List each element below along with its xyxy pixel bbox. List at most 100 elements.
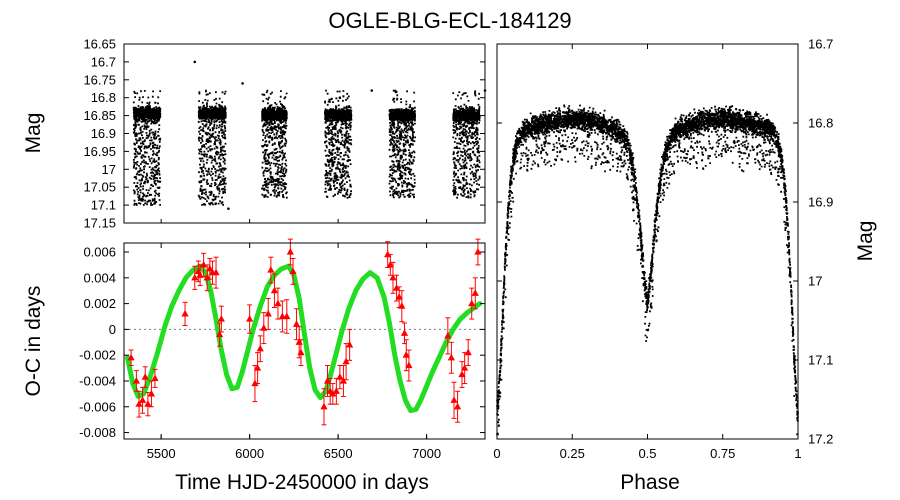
oc-data-point [200, 252, 208, 278]
oc-yticks: 0.006 0.004 0.002 0 -0.002 -0.004 -0.006 -0.008 [79, 245, 485, 440]
lightcurve-ytick-label: 16.95 [83, 144, 116, 159]
oc-data-point [458, 361, 466, 388]
oc-data-point [270, 273, 279, 308]
oc-data-point [471, 277, 479, 310]
oc-data-point [292, 308, 301, 341]
lightcurve-ytick-label: 17.1 [91, 198, 116, 213]
lightcurve-ytick-label: 16.7 [91, 54, 116, 69]
oc-data-point [135, 390, 143, 418]
oc-data-point [450, 381, 458, 419]
oc-ytick-label: 0.006 [83, 245, 116, 260]
lightcurve-outlier-point [241, 82, 244, 85]
oc-data-point [256, 335, 264, 363]
oc-model-curve [125, 263, 483, 414]
oc-data-point [206, 257, 214, 280]
oc-data-point [181, 301, 189, 327]
phased-lightcurve-points [496, 104, 799, 436]
phased-ylabel: Mag [854, 221, 877, 262]
oc-measurements [127, 238, 482, 426]
oc-xtick-label: 7000 [412, 446, 441, 461]
oc-data-point [264, 297, 272, 330]
lightcurve-ytick-label: 17 [102, 162, 116, 177]
oc-ytick-label: 0.004 [83, 270, 116, 285]
phased-xtick-label: 0.25 [560, 446, 585, 461]
oc-data-point [384, 241, 392, 268]
lightcurve-ytick-label: 16.65 [83, 37, 116, 52]
oc-ytick-label: 0.002 [83, 296, 116, 311]
oc-data-point [267, 256, 275, 284]
oc-data-point [323, 365, 332, 397]
oc-xlabel: Time HJD-2450000 in days [175, 471, 429, 494]
lightcurve-ytick-label: 16.8 [91, 90, 116, 105]
oc-data-point [392, 274, 401, 302]
oc-data-point [468, 287, 476, 320]
oc-model-line [125, 263, 483, 414]
phased-ytick-label: 16.8 [808, 116, 833, 131]
oc-ytick-label: -0.002 [79, 348, 116, 363]
oc-data-point [447, 341, 455, 374]
lightcurve-outlier-point [227, 207, 230, 210]
phased-xlabel: Phase [620, 471, 680, 494]
oc-data-point [127, 349, 135, 366]
oc-data-point [346, 328, 354, 361]
oc-data-point [251, 365, 259, 403]
lightcurve-time-panel: 16.65 16.7 16.75 16.8 16.85 16.9 16.95 17 17.05 1… [22, 37, 487, 231]
oc-data-point [386, 254, 394, 276]
lightcurve-ytick-label: 17.15 [83, 216, 116, 231]
oc-data-point [405, 349, 413, 382]
phased-ytick-label: 16.9 [808, 195, 833, 210]
oc-data-point [402, 339, 410, 372]
lightcurve-time-points [132, 60, 487, 210]
phased-ytick-label: 17 [808, 274, 822, 289]
oc-data-point [283, 299, 291, 334]
phased-lightcurve-dots [496, 104, 799, 436]
phased-xtick-label: 0 [493, 446, 500, 461]
oc-data-point [217, 305, 225, 333]
oc-data-point [132, 370, 140, 392]
oc-data-point [444, 317, 452, 355]
oc-diagram-frame [123, 242, 486, 440]
oc-data-point [332, 377, 340, 405]
lightcurve-outlier-point [193, 60, 197, 64]
oc-data-point [208, 260, 217, 285]
oc-xticks: 5500 6000 6500 7000 [147, 219, 441, 461]
lightcurve-ytick-label: 16.75 [83, 72, 116, 87]
oc-data-point [246, 304, 254, 334]
oc-ytick-label: -0.008 [79, 425, 116, 440]
oc-data-point [191, 265, 199, 290]
lightcurve-time-ylabel: Mag [22, 113, 45, 154]
phased-yticks: 16.7 16.8 16.9 17 17.1 17.2 [497, 37, 833, 447]
oc-data-point [254, 352, 262, 385]
phased-xticks: 0 0.25 0.5 0.75 1 [493, 44, 802, 461]
lightcurve-outlier-point [370, 89, 374, 92]
oc-xtick-label: 6500 [324, 446, 353, 461]
oc-xtick-label: 6000 [235, 446, 264, 461]
oc-data-point [320, 388, 328, 426]
lightcurve-time-dots [132, 89, 481, 206]
lightcurve-ytick-label: 16.85 [83, 108, 116, 123]
lightcurve-ytick-label: 17.05 [83, 180, 116, 195]
phased-xtick-label: 0.5 [638, 446, 656, 461]
oc-ytick-label: -0.004 [79, 373, 116, 388]
oc-diagram-panel: 0.006 0.004 0.002 0 -0.002 -0.004 -0.006 -0.008… [22, 219, 486, 494]
oc-data-point [336, 365, 344, 390]
oc-ylabel: O-C in days [22, 286, 45, 397]
oc-data-point [342, 343, 350, 381]
oc-data-point [339, 365, 348, 397]
oc-data-point [453, 390, 462, 423]
phased-lightcurve-panel: 16.7 16.8 16.9 17 17.1 17.2 0 0.25 0.5 0.75 1 Mag… [493, 37, 877, 495]
oc-data-point [389, 261, 397, 294]
lightcurve-time-yticks: 16.65 16.7 16.75 16.8 16.85 16.9 16.95 17 17.05 1… [83, 37, 485, 231]
phased-xtick-label: 1 [794, 446, 801, 461]
oc-data-point [151, 368, 159, 388]
phased-ytick-label: 17.2 [808, 432, 833, 447]
oc-data-point [260, 312, 268, 345]
lightcurve-outlier-point [338, 96, 342, 99]
oc-xtick-label: 5500 [147, 446, 176, 461]
oc-data-point [212, 256, 220, 289]
oc-data-point [297, 339, 305, 366]
oc-data-point [464, 339, 472, 366]
phased-xtick-label: 0.75 [710, 446, 735, 461]
oc-data-point [289, 257, 297, 285]
